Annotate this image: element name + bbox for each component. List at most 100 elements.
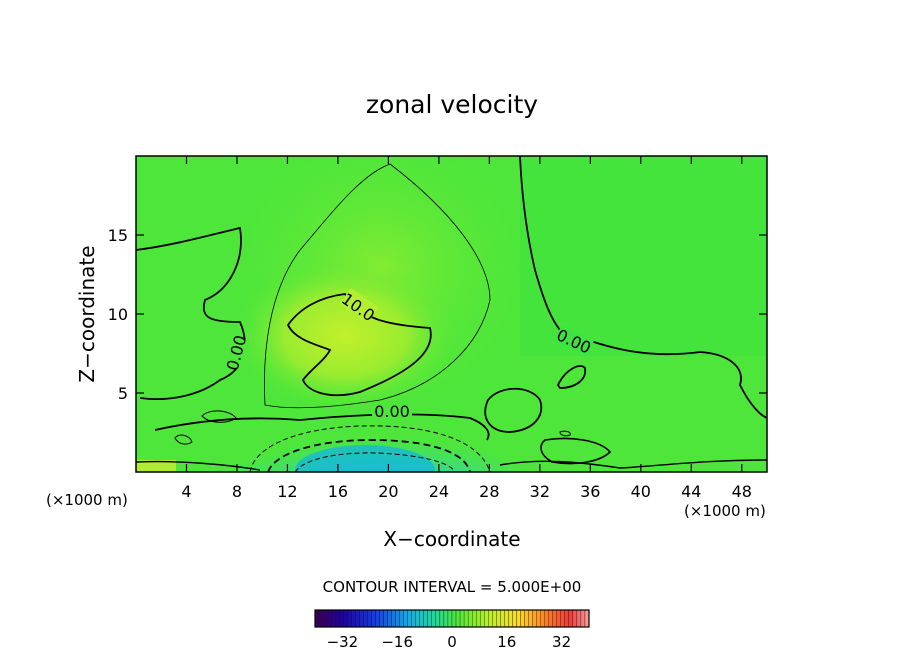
colorbar-cell bbox=[343, 609, 348, 628]
contour-line-ten bbox=[286, 293, 432, 397]
colorbar-cell bbox=[544, 609, 549, 628]
colorbar-cell bbox=[399, 609, 404, 628]
colorbar-cell bbox=[419, 609, 424, 628]
colorbar-tick-label: 0 bbox=[447, 633, 457, 651]
x-unit-right: (×1000 m) bbox=[684, 502, 766, 520]
plot-area bbox=[136, 156, 767, 472]
colorbar-cell bbox=[447, 609, 453, 628]
contour-interval-text: CONTOUR INTERVAL = 5.000E+00 bbox=[323, 578, 582, 596]
colorbar-cell bbox=[532, 609, 537, 628]
colorbar-cell bbox=[451, 609, 457, 628]
x-unit-left: (×1000 m) bbox=[46, 491, 128, 509]
colorbar-cell bbox=[512, 609, 517, 628]
y-axis: 5 10 15 bbox=[108, 226, 767, 403]
colorbar-cell bbox=[552, 609, 557, 628]
colorbar-cell bbox=[463, 609, 469, 628]
colorbar-cell bbox=[359, 609, 364, 628]
field-negative-inner bbox=[295, 445, 435, 472]
colorbar-cell bbox=[403, 609, 408, 628]
colorbar-cell bbox=[500, 609, 505, 628]
colorbar-cell bbox=[492, 609, 497, 628]
colorbar-cell bbox=[576, 609, 582, 628]
colorbar-cell bbox=[318, 609, 324, 628]
colorbar-cell bbox=[314, 609, 320, 628]
colorbar-cell bbox=[455, 609, 461, 628]
colorbar bbox=[314, 609, 590, 628]
colorbar-cell bbox=[520, 609, 525, 628]
contour-line-neg-ten bbox=[267, 439, 471, 472]
colorbar-cell bbox=[411, 609, 416, 628]
colorbar-cell bbox=[480, 609, 485, 628]
x-tick-label: 48 bbox=[732, 482, 752, 501]
colorbar-cell bbox=[471, 609, 477, 628]
x-tick-label: 28 bbox=[479, 482, 499, 501]
colorbar-cell bbox=[367, 609, 372, 628]
field-negative-core bbox=[230, 412, 530, 472]
x-tick-label: 40 bbox=[631, 482, 651, 501]
contour-island-5 bbox=[540, 437, 612, 465]
x-tick-label: 20 bbox=[378, 482, 398, 501]
colorbar-cell bbox=[528, 609, 533, 628]
x-tick-label: 36 bbox=[580, 482, 600, 501]
y-tick-label: 15 bbox=[108, 226, 128, 245]
colorbar-cell bbox=[540, 609, 545, 628]
contour-line-neg-five bbox=[249, 425, 491, 472]
colorbar-cell bbox=[427, 609, 433, 628]
contour-line-zero-left bbox=[136, 226, 246, 401]
colorbar-cell bbox=[363, 609, 368, 628]
colorbar-ticks: −32 −16 0 16 32 bbox=[327, 633, 572, 651]
colorbar-cell bbox=[415, 609, 420, 628]
colorbar-cell bbox=[568, 609, 574, 628]
y-axis-title: Z−coordinate bbox=[75, 245, 99, 382]
colorbar-cell bbox=[326, 609, 332, 628]
x-tick-label: 32 bbox=[530, 482, 550, 501]
colorbar-cell bbox=[459, 609, 465, 628]
colorbar-cell bbox=[407, 609, 412, 628]
colorbar-tick-label: −16 bbox=[381, 633, 413, 651]
colorbar-cell bbox=[496, 609, 501, 628]
colorbar-cell bbox=[375, 609, 380, 628]
colorbar-cell bbox=[484, 609, 489, 628]
contour-line-zero-mid bbox=[154, 413, 490, 441]
colorbar-cell bbox=[467, 609, 473, 628]
x-axis-title: X−coordinate bbox=[383, 527, 520, 551]
colorbar-cell bbox=[439, 609, 445, 628]
colorbar-tick-label: −32 bbox=[327, 633, 359, 651]
colorbar-cell bbox=[330, 609, 336, 628]
colorbar-tick-label: 16 bbox=[497, 633, 516, 651]
colorbar-cell bbox=[334, 609, 340, 628]
contour-island-2 bbox=[556, 365, 587, 389]
colorbar-cell bbox=[548, 609, 553, 628]
y-tick-label: 5 bbox=[118, 384, 128, 403]
colorbar-cell bbox=[347, 609, 352, 628]
colorbar-frame bbox=[314, 609, 590, 628]
colorbar-cell bbox=[443, 609, 449, 628]
contour-line-five bbox=[264, 163, 491, 409]
contour-line-neg-fifteen bbox=[294, 452, 456, 472]
colorbar-cell bbox=[560, 609, 565, 628]
x-tick-label: 24 bbox=[429, 482, 449, 501]
colorbar-cell bbox=[572, 609, 578, 628]
colorbar-cell bbox=[387, 609, 392, 628]
colorbar-cell bbox=[355, 609, 360, 628]
contour-label-zero-mid: 0.00 bbox=[374, 402, 410, 421]
colorbar-cell bbox=[536, 609, 541, 628]
colorbar-cell bbox=[423, 609, 428, 628]
colorbar-cell bbox=[391, 609, 396, 628]
colorbar-cell bbox=[516, 609, 521, 628]
colorbar-cell bbox=[383, 609, 388, 628]
colorbar-tick-label: 32 bbox=[552, 633, 571, 651]
colorbar-cell bbox=[435, 609, 441, 628]
colorbar-cell bbox=[564, 609, 570, 628]
contour-line-zero-right bbox=[519, 156, 767, 419]
colorbar-cell bbox=[504, 609, 509, 628]
colorbar-cell bbox=[584, 609, 590, 628]
colorbar-cell bbox=[351, 609, 356, 628]
colorbar-cell bbox=[476, 609, 481, 628]
x-tick-label: 4 bbox=[181, 482, 191, 501]
colorbar-cell bbox=[580, 609, 586, 628]
contour-island-6 bbox=[559, 430, 571, 437]
colorbar-cell bbox=[339, 609, 344, 628]
colorbar-cell bbox=[524, 609, 529, 628]
